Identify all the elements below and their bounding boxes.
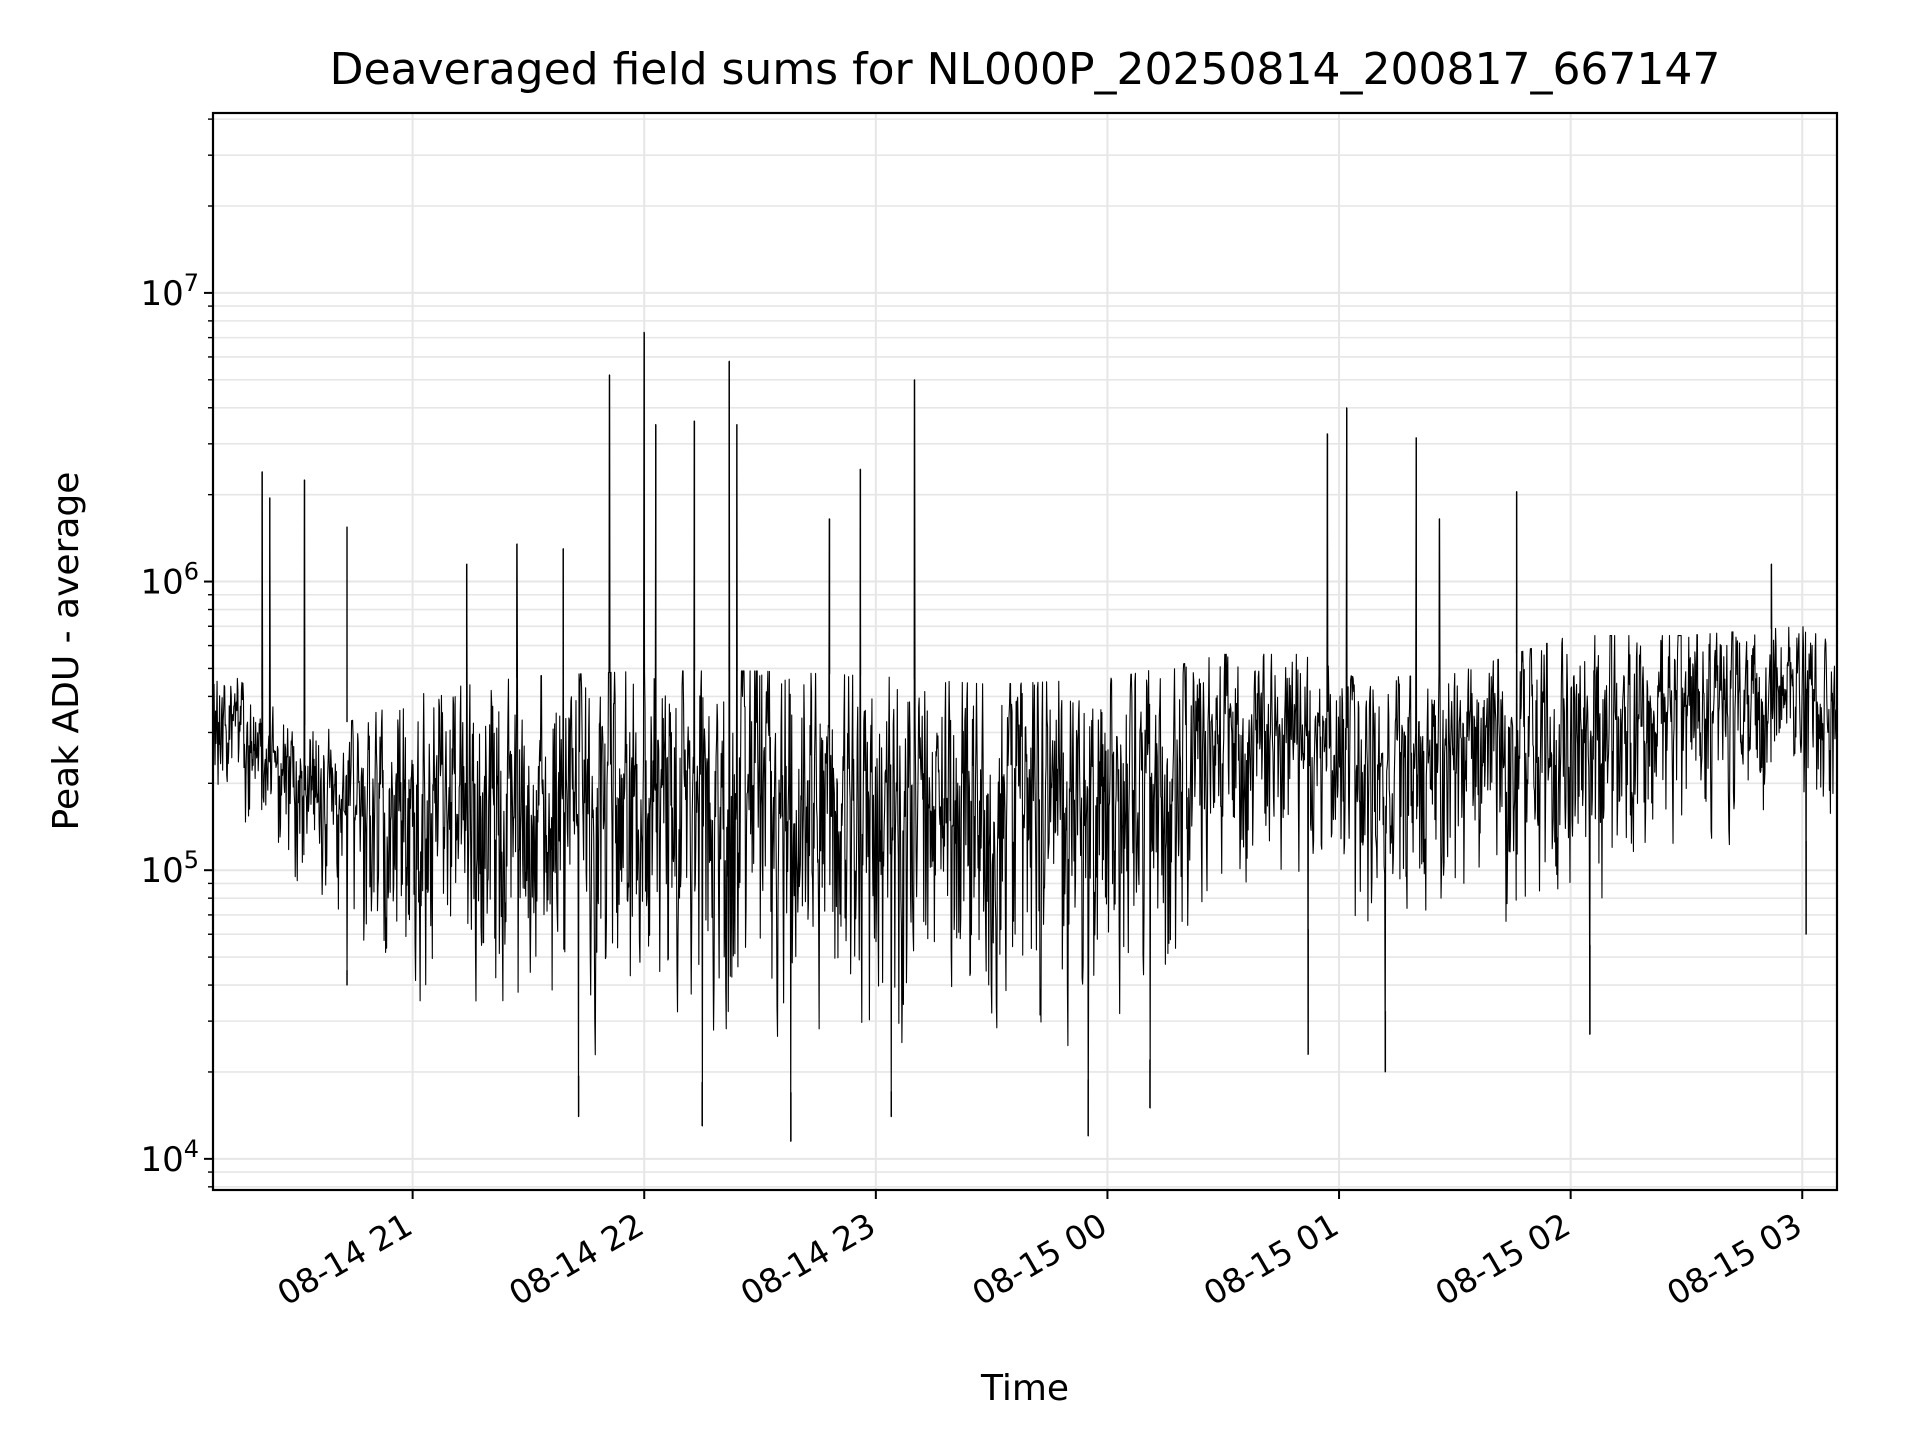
x-tick-label: 08-15 00 <box>965 1205 1113 1313</box>
y-tick-label: 105 <box>140 846 199 891</box>
y-tick-label: 107 <box>140 269 199 314</box>
x-tick-label: 08-15 03 <box>1660 1205 1808 1313</box>
y-tick-label: 106 <box>140 558 199 603</box>
x-tick-label: 08-14 23 <box>734 1205 882 1313</box>
x-tick-label: 08-14 21 <box>271 1205 419 1313</box>
x-tick-label: 08-14 22 <box>502 1205 650 1313</box>
plot-frame <box>211 111 1839 1192</box>
x-tick-label: 08-15 01 <box>1197 1205 1345 1313</box>
y-tick-label: 104 <box>140 1135 199 1180</box>
grid-layer <box>213 113 1837 1190</box>
y-axis: 104 105 106 107 <box>140 118 213 1188</box>
x-axis: 08-14 21 08-14 22 08-14 23 08-15 00 08-15 01… <box>271 1190 1808 1313</box>
series-line <box>212 331 1838 1142</box>
y-axis-label: Peak ADU - average <box>46 472 87 831</box>
x-axis-label: Time <box>980 1368 1069 1409</box>
x-tick-label: 08-15 02 <box>1429 1205 1577 1313</box>
series-layer <box>212 331 1838 1142</box>
chart-title: Deaveraged field sums for NL000P_2025081… <box>330 44 1721 95</box>
